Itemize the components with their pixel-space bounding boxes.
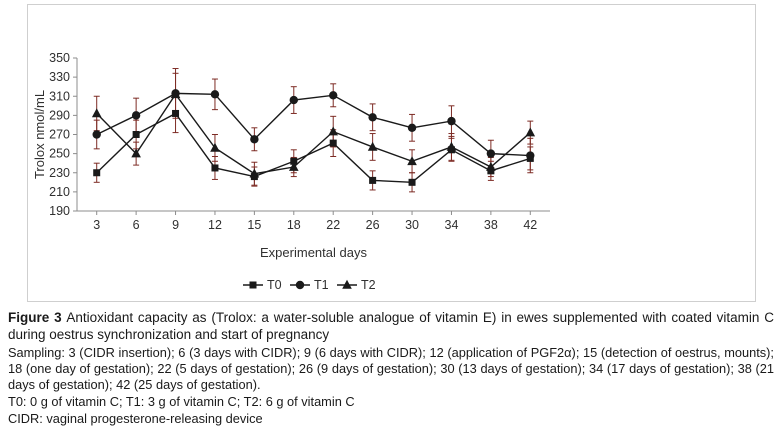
svg-text:30: 30 (405, 218, 419, 232)
cidr-note: CIDR: vaginal progesterone-releasing dev… (8, 410, 263, 426)
svg-text:Experimental days: Experimental days (260, 245, 367, 260)
line-chart: 190 210 230 250 270 290 310 330 350 3 6 9 12 15 18 22 26… (32, 51, 550, 292)
svg-text:22: 22 (326, 218, 340, 232)
svg-text:6: 6 (133, 218, 140, 232)
svg-text:270: 270 (49, 128, 70, 142)
figure-title-text: Antioxidant capacity as (Trolox: a water… (8, 310, 774, 343)
svg-text:34: 34 (445, 218, 459, 232)
chart-frame: 190 210 230 250 270 290 310 330 350 3 6 9 12 15 18 22 26… (27, 4, 756, 302)
figure-caption-main: Figure 3 Antioxidant capacity as (Trolox:… (8, 309, 774, 344)
figure-caption: Figure 3 Antioxidant capacity as (Trolox:… (8, 309, 774, 428)
svg-text:18: 18 (287, 218, 301, 232)
svg-text:350: 350 (49, 51, 70, 65)
svg-text:230: 230 (49, 166, 70, 180)
svg-text:3: 3 (93, 218, 100, 232)
svg-text:38: 38 (484, 218, 498, 232)
svg-text:250: 250 (49, 147, 70, 161)
svg-text:T2: T2 (361, 278, 376, 292)
svg-text:T0: T0 (267, 278, 282, 292)
svg-text:330: 330 (49, 70, 70, 84)
svg-text:15: 15 (247, 218, 261, 232)
svg-text:290: 290 (49, 108, 70, 122)
svg-text:310: 310 (49, 89, 70, 103)
svg-text:190: 190 (49, 204, 70, 218)
sampling-note: Sampling: 3 (CIDR insertion); 6 (3 days … (8, 344, 774, 392)
svg-text:Trolox nmol/mL: Trolox nmol/mL (32, 90, 47, 179)
svg-text:T1: T1 (314, 278, 329, 292)
treatments-note: T0: 0 g of vitamin C; T1: 3 g of vitamin… (8, 393, 355, 409)
figure-label: Figure 3 (8, 310, 62, 325)
svg-text:9: 9 (172, 218, 179, 232)
svg-text:42: 42 (523, 218, 537, 232)
svg-text:12: 12 (208, 218, 222, 232)
svg-text:26: 26 (366, 218, 380, 232)
svg-text:210: 210 (49, 185, 70, 199)
